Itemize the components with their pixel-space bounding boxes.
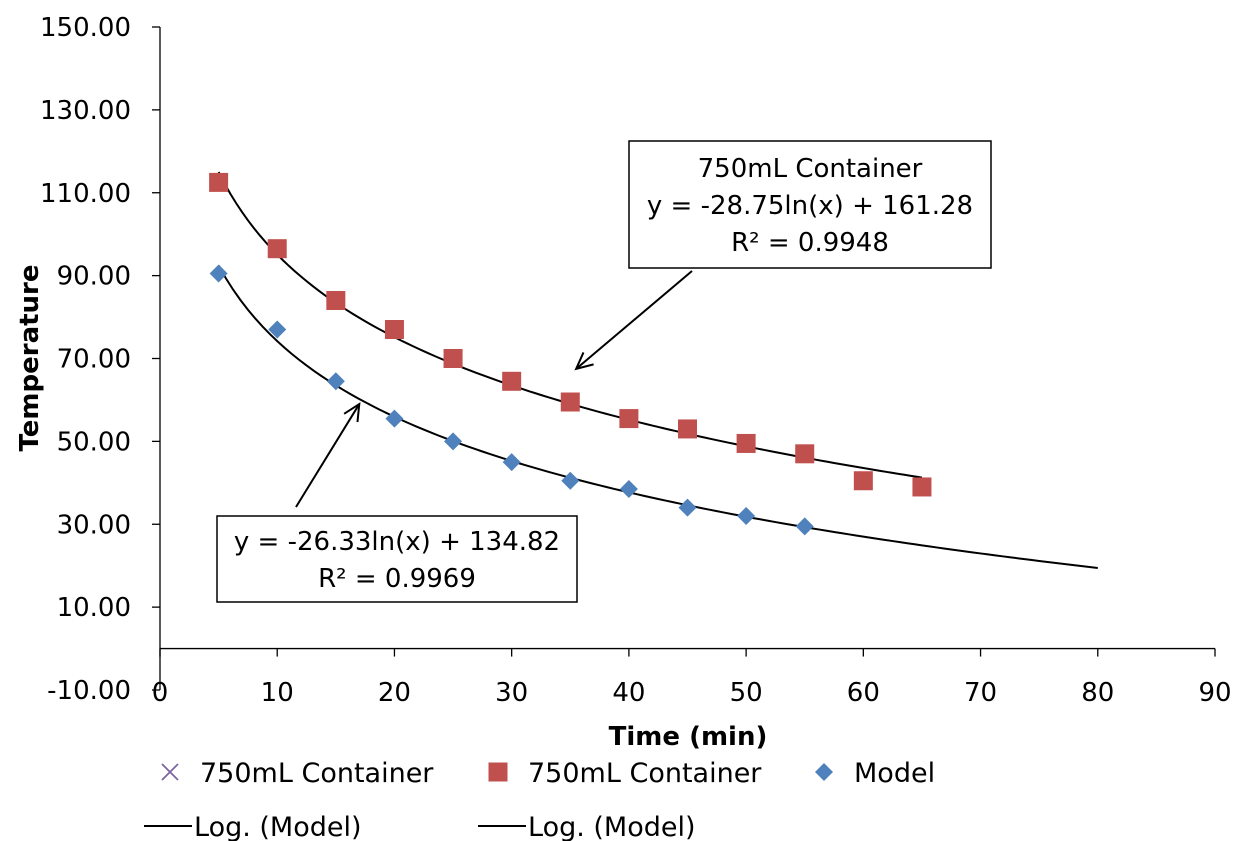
- trendline-2: [217, 265, 1098, 569]
- data-point-model: [268, 320, 287, 339]
- annotation-arrow: [575, 270, 693, 370]
- data-point-container: [326, 290, 346, 310]
- annotation-text: 750mL Container: [698, 154, 923, 184]
- data-point-model: [737, 506, 756, 525]
- data-point-model: [561, 471, 580, 490]
- x-tick-label: 0: [152, 678, 169, 708]
- legend-square-icon: [488, 762, 508, 782]
- annotation-text: y = -26.33ln(x) + 134.82: [234, 527, 560, 557]
- data-point-container: [502, 371, 522, 391]
- data-point-container: [619, 409, 639, 429]
- x-tick-label: 70: [964, 678, 997, 708]
- data-point-model: [678, 498, 697, 517]
- data-point-container: [912, 477, 932, 497]
- y-axis-title: Temperature: [15, 264, 45, 451]
- data-point-model: [619, 480, 638, 499]
- axes: -10.00 10.00 30.00 50.00 70.00 90.00 110.00 130…: [15, 13, 1232, 752]
- data-point-container: [795, 444, 815, 464]
- y-tick-label: 90.00: [57, 262, 131, 292]
- annotation-arrowhead: [574, 352, 594, 371]
- data-point-container: [678, 419, 697, 439]
- data-points: [209, 172, 932, 536]
- annotation-text: R² = 0.9948: [731, 228, 889, 258]
- y-tick-label: 110.00: [40, 179, 131, 209]
- annotation-box: [628, 140, 992, 269]
- legend-cross-icon: [161, 763, 179, 781]
- x-tick-label: 80: [1081, 678, 1114, 708]
- data-point-model: [502, 453, 521, 472]
- data-point-model: [326, 372, 345, 391]
- x-tick-label: 90: [1198, 678, 1231, 708]
- data-point-model: [795, 517, 814, 536]
- data-point-model: [209, 264, 228, 283]
- x-tick-label: 30: [495, 678, 528, 708]
- y-tick-label: 50.00: [57, 427, 131, 457]
- x-tick-label: 20: [378, 678, 411, 708]
- legend-label: Model: [854, 758, 935, 789]
- annotation-arrow: [295, 403, 361, 508]
- data-point-container: [267, 239, 287, 259]
- x-tick-label: 40: [612, 678, 645, 708]
- x-tick-label: 60: [847, 678, 880, 708]
- data-point-model: [385, 409, 404, 428]
- legend: 750mL Container 750mL Container Model Log. …: [144, 758, 935, 841]
- x-tick-label: 50: [730, 678, 763, 708]
- annotation-text: y = -28.75ln(x) + 161.28: [647, 191, 973, 221]
- y-tick-label: -10.00: [47, 676, 131, 706]
- legend-diamond-icon: [815, 763, 833, 781]
- data-point-container: [560, 392, 580, 412]
- legend-label: 750mL Container: [200, 758, 434, 789]
- legend-label: 750mL Container: [528, 758, 762, 789]
- data-point-model: [444, 432, 463, 451]
- y-tick-label: 150.00: [40, 13, 131, 43]
- y-tick-label: 130.00: [40, 96, 131, 126]
- data-point-container: [209, 172, 229, 192]
- annotations: 750mL Container y = -28.75ln(x) + 161.28 R…: [216, 140, 992, 603]
- annotation-text: R² = 0.9969: [318, 564, 476, 594]
- data-point-container: [384, 319, 404, 339]
- x-tick-label: 10: [261, 678, 294, 708]
- y-tick-label: 30.00: [57, 510, 131, 540]
- legend-label: Log. (Model): [528, 812, 696, 841]
- annotation-arrowhead: [343, 402, 361, 423]
- y-tick-label: 70.00: [57, 345, 131, 375]
- legend-label: Log. (Model): [194, 812, 362, 841]
- data-point-container: [853, 471, 873, 491]
- data-point-container: [443, 349, 463, 368]
- annotation-box: [216, 515, 578, 603]
- x-axis-title: Time (min): [609, 722, 768, 752]
- y-tick-label: 10.00: [57, 593, 131, 623]
- data-point-container: [736, 433, 756, 453]
